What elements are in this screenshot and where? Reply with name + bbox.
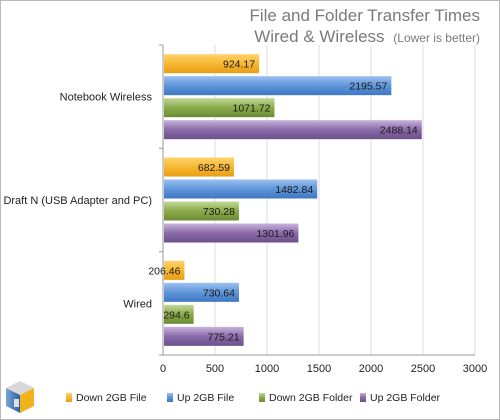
value-label-2-0: 1071.72 <box>232 103 270 115</box>
legend-label-2: Down 2GB Folder <box>269 392 353 404</box>
chart-title: File and Folder Transfer Times <box>249 6 480 25</box>
chart-subtitle: Wired & Wireless (Lower is better) <box>254 27 480 46</box>
x-tick-label-2000: 2000 <box>359 363 383 375</box>
legend-swatch-2 <box>259 393 265 402</box>
x-tick-label-1500: 1500 <box>307 363 331 375</box>
axes: 0 500 1000 1500 2000 2500 3000 <box>159 44 487 375</box>
value-label-1-2: 730.64 <box>203 287 235 299</box>
value-label-3-0: 2488.14 <box>380 125 418 137</box>
value-label-3-1: 1301.96 <box>256 228 294 240</box>
legend-label-0: Down 2GB File <box>76 392 147 404</box>
chart-subtitle-note: (Lower is better) <box>393 31 480 45</box>
bar-3-0 <box>164 120 422 140</box>
category-label-2: Wired <box>123 298 152 310</box>
gridlines <box>214 45 476 355</box>
x-tick-label-3000: 3000 <box>463 363 487 375</box>
category-label-0: Notebook Wireless <box>60 92 153 104</box>
value-label-1-1: 1482.84 <box>275 184 313 196</box>
legend-label-1: Up 2GB File <box>177 392 234 404</box>
bar-0-2 <box>164 260 185 280</box>
value-label-1-0: 2195.57 <box>349 81 387 93</box>
legend-swatch-3 <box>360 393 366 402</box>
legend: Down 2GB File Up 2GB File Down 2GB Folder U… <box>66 392 441 404</box>
bar-0-1 <box>164 157 234 177</box>
value-label-0-0: 924.17 <box>223 59 255 71</box>
legend-label-3: Up 2GB Folder <box>370 392 441 404</box>
bar-2-0 <box>164 98 275 118</box>
bar-1-0 <box>164 76 392 96</box>
chart-subtitle-main: Wired & Wireless <box>254 27 384 46</box>
category-label-1: Draft N (USB Adapter and PC) <box>3 195 152 207</box>
value-label-3-2: 775.21 <box>207 331 239 343</box>
x-tick-label-1000: 1000 <box>255 363 279 375</box>
x-tick-label-2500: 2500 <box>411 363 435 375</box>
legend-swatch-0 <box>66 393 72 402</box>
labels: Notebook Wireless 924.17 2195.57 1071.72 248… <box>3 59 417 344</box>
bar-1-1 <box>164 179 318 199</box>
bar-3-2 <box>164 326 244 346</box>
bar-3-1 <box>164 223 299 243</box>
bar-0-0 <box>164 54 260 74</box>
bar-1-2 <box>164 282 239 302</box>
value-label-0-1: 682.59 <box>198 162 230 174</box>
bars <box>164 54 422 346</box>
value-label-2-2: 294.6 <box>163 309 189 321</box>
value-label-2-1: 730.28 <box>203 206 235 218</box>
x-tick-label-0: 0 <box>160 363 166 375</box>
x-tick-label-500: 500 <box>206 363 224 375</box>
legend-swatch-1 <box>167 393 173 402</box>
value-label-0-2: 206.46 <box>148 265 180 277</box>
bar-2-1 <box>164 201 239 221</box>
bar-2-2 <box>164 304 194 324</box>
logo-icon <box>6 381 34 413</box>
